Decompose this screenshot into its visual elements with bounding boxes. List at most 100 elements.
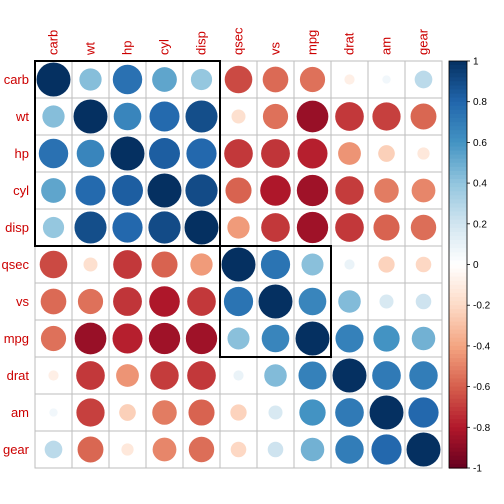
colorbar-segment [449, 122, 467, 127]
column-label: mpg [305, 30, 320, 55]
correlation-circle [373, 214, 400, 241]
correlation-circle [150, 361, 179, 390]
correlation-circle [299, 399, 326, 426]
colorbar-segment [449, 146, 467, 152]
colorbar-tick-label: -1 [473, 464, 482, 475]
colorbar-segment [449, 252, 467, 257]
colorbar-segment [449, 244, 467, 249]
colorbar-segment [449, 313, 467, 319]
correlation-circle [296, 174, 329, 207]
correlation-circle [224, 139, 253, 168]
correlation-circle [113, 102, 142, 131]
correlation-circle [415, 256, 432, 273]
correlation-circle [79, 68, 102, 91]
colorbar-segment [449, 105, 467, 111]
correlation-circle [410, 103, 437, 130]
colorbar-segment [449, 126, 467, 131]
correlation-circle [264, 364, 287, 387]
colorbar-segment [449, 411, 467, 416]
correlation-circle [379, 294, 394, 309]
label-layer: carb carb wt wt hp hp cyl cyl disp disp qsec qsec vs… [2, 27, 431, 457]
colorbar-segment [449, 321, 467, 327]
correlation-circle [369, 395, 404, 430]
colorbar-segment [449, 142, 467, 148]
colorbar-tick-label: -0.6 [473, 382, 491, 393]
row-label: am [11, 405, 29, 420]
colorbar-segment [449, 419, 467, 424]
column-label: hp [120, 41, 135, 55]
correlation-circle [338, 290, 361, 313]
correlation-circle [371, 434, 402, 465]
correlation-circle [373, 325, 400, 352]
colorbar-segment [449, 77, 467, 82]
colorbar-segment [449, 73, 467, 78]
correlation-circle [185, 100, 218, 133]
colorbar-segment [449, 374, 467, 380]
row-label: vs [16, 294, 30, 309]
correlation-circle [414, 70, 433, 89]
colorbar-segment [449, 162, 467, 168]
correlation-circle [267, 441, 284, 458]
colorbar-segment [449, 358, 467, 363]
colorbar-segment [449, 402, 467, 408]
colorbar-segment [449, 354, 467, 359]
correlation-circle [411, 178, 436, 203]
colorbar-segment [449, 325, 467, 331]
correlation-circle [187, 361, 216, 390]
colorbar-segment [449, 61, 467, 66]
colorbar-segment [449, 301, 467, 306]
colorbar-segment [449, 97, 467, 103]
correlation-circle [300, 437, 325, 462]
row-label: drat [7, 368, 30, 383]
correlation-circle [149, 101, 180, 132]
correlation-circle [188, 399, 215, 426]
correlation-circle [76, 139, 105, 168]
row-label: disp [5, 220, 29, 235]
correlation-circle [41, 178, 66, 203]
colorbar-segment [449, 423, 467, 428]
colorbar-tick-label: 1 [473, 57, 479, 68]
correlation-circle [75, 175, 106, 206]
row-label: carb [4, 72, 29, 87]
colorbar-segment [449, 231, 467, 237]
cluster-box [219, 245, 332, 358]
colorbar-segment [449, 390, 467, 396]
colorbar-segment [449, 256, 467, 262]
correlation-circle [152, 67, 177, 92]
colorbar-segment [449, 240, 467, 245]
column-label: am [379, 37, 394, 55]
colorbar-segment [449, 109, 467, 115]
colorbar-segment [449, 284, 467, 290]
correlation-circle [116, 364, 139, 387]
correlation-circle [298, 361, 327, 390]
colorbar-segment [449, 154, 467, 160]
row-label: wt [15, 109, 29, 124]
colorbar-segment [449, 158, 467, 164]
colorbar-segment [449, 65, 467, 70]
correlation-circle [121, 443, 134, 456]
colorbar-segment [449, 219, 467, 225]
colorbar-segment [449, 333, 467, 339]
correlation-circle [83, 257, 98, 272]
correlation-circle [260, 249, 291, 280]
correlation-circle [186, 138, 217, 169]
colorbar-segment [449, 81, 467, 87]
colorbar-tick-label: -0.4 [473, 341, 491, 352]
correlation-circle [112, 323, 143, 354]
correlation-circle [230, 441, 247, 458]
colorbar-segment [449, 93, 467, 99]
colorbar-segment [449, 187, 467, 192]
correlation-circle [262, 103, 289, 130]
column-label: disp [194, 31, 209, 55]
column-label: qsec [231, 27, 246, 55]
correlation-circle [44, 440, 63, 459]
correlation-circle [299, 66, 326, 93]
row-label: cyl [13, 183, 29, 198]
colorbar-segment [449, 463, 467, 469]
column-label: cyl [157, 39, 172, 55]
colorbar-segment [449, 183, 467, 188]
correlation-circle [230, 404, 247, 421]
correlation-circle [185, 322, 218, 355]
correlation-circle [227, 327, 250, 350]
correlation-circle [372, 361, 401, 390]
